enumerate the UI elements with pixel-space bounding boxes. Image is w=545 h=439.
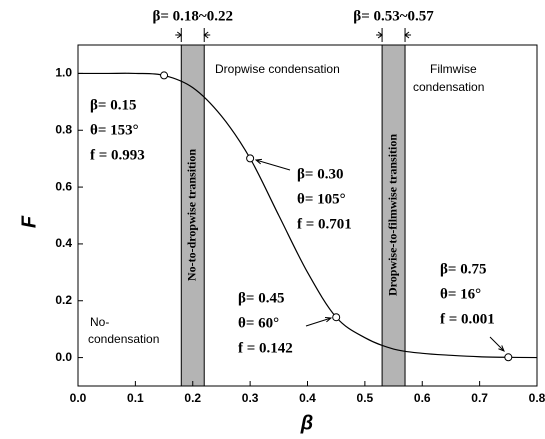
annotation: β= 0.45 (238, 290, 284, 306)
annotation: β= 0.75 (440, 261, 486, 277)
region-label: Filmwise (430, 62, 477, 76)
annotation: f = 0.142 (238, 340, 293, 356)
annotation: θ= 105° (297, 191, 346, 207)
annotation: f = 0.701 (297, 216, 352, 232)
annotation: β= 0.30 (297, 166, 343, 182)
x-tick-label: 0.3 (242, 391, 259, 405)
x-tick-label: 0.5 (357, 391, 374, 405)
annotation: f = 0.993 (90, 147, 145, 163)
band-width-label: β= 0.18~0.22 (152, 8, 233, 24)
annotation: f = 0.001 (440, 311, 495, 327)
x-tick-label: 0.8 (529, 391, 545, 405)
region-label: condensation (413, 80, 484, 94)
annotation: θ= 16° (440, 286, 481, 302)
annotation: β= 0.15 (90, 97, 136, 113)
annotation-arrow (305, 316, 333, 327)
x-axis-label: β (300, 412, 313, 434)
x-tick-label: 0.0 (70, 391, 87, 405)
band-label: No-to-dropwise transition (185, 149, 199, 281)
annotation: θ= 60° (238, 315, 279, 331)
y-tick-label: 0.2 (55, 293, 72, 307)
annotation-arrow (489, 336, 505, 352)
x-tick-label: 0.6 (414, 391, 431, 405)
region-label: No- (90, 315, 109, 329)
y-tick-label: 1.0 (55, 66, 72, 80)
marker (160, 71, 169, 80)
band-arrow (376, 31, 412, 39)
y-tick-label: 0.6 (55, 179, 72, 193)
annotation: θ= 153° (90, 122, 139, 138)
marker (246, 154, 255, 163)
region-label: Dropwise condensation (215, 62, 340, 76)
x-tick-label: 0.4 (299, 391, 316, 405)
y-axis-label: F (18, 215, 40, 228)
x-tick-label: 0.2 (184, 391, 201, 405)
marker (504, 353, 513, 362)
x-tick-label: 0.1 (127, 391, 144, 405)
annotation-arrow (254, 158, 291, 171)
band-arrow (175, 31, 211, 39)
region-label: condensation (88, 332, 159, 346)
curve (78, 72, 538, 359)
y-tick-label: 0.0 (55, 350, 72, 364)
band-width-label: β= 0.53~0.57 (353, 8, 434, 24)
x-tick-label: 0.7 (471, 391, 488, 405)
y-tick-label: 0.4 (55, 236, 72, 250)
y-tick-label: 0.8 (55, 122, 72, 136)
band-label: Dropwise-to-filmwise transition (385, 134, 399, 296)
marker (332, 313, 341, 322)
